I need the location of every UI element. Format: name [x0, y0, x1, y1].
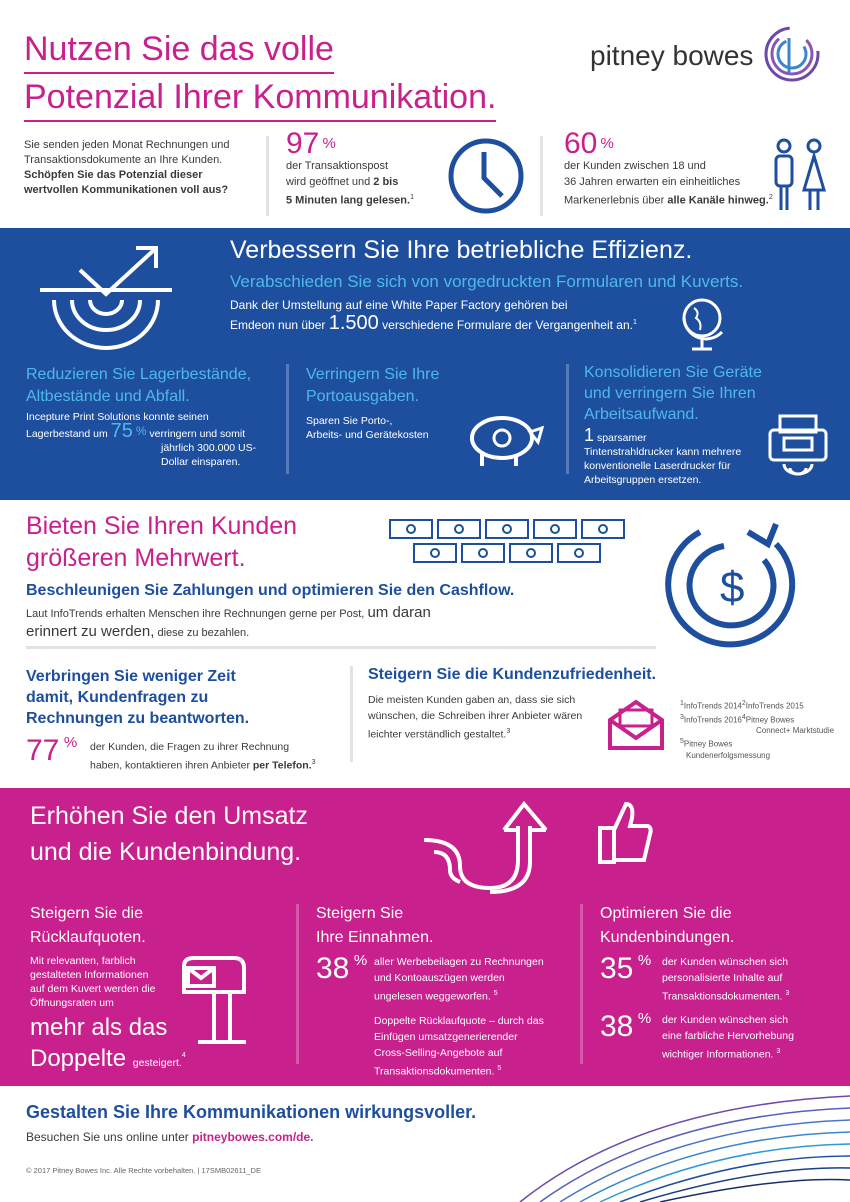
stat-35: 35 % — [600, 952, 652, 985]
stat-77: 77 % — [26, 734, 78, 767]
efficiency-col2-title: Verringern Sie Ihre Portoausgaben. — [306, 366, 440, 405]
piggy-bank-icon — [470, 416, 545, 466]
revenue-c2-text: aller Werbebeilagen zu Rechnungen und Ko… — [374, 956, 544, 1077]
revenue-c3-text2: der Kunden wünschen sich eine farbliche … — [662, 1014, 794, 1061]
divider — [286, 364, 289, 474]
divider — [566, 364, 569, 474]
title-line-2: Potenzial Ihrer Kommunikation. — [24, 74, 497, 122]
efficiency-col1-title: Reduzieren Sie Lagerbestände, Altbeständ… — [26, 366, 252, 405]
value-left-text: der Kunden, die Fragen zu ihrer Rechnung… — [90, 741, 316, 772]
target-arrow-icon — [40, 246, 172, 350]
revenue-c1-text: Mit relevanten, farblich gestalteten Inf… — [30, 955, 156, 1009]
divider — [266, 136, 269, 216]
value-right-text: Die meisten Kunden gaben an, dass sie si… — [368, 694, 583, 741]
value-right-title: Steigern Sie die Kundenzufriedenheit. — [368, 666, 657, 683]
printer-icon — [768, 414, 828, 476]
revenue-title: Erhöhen Sie den Umsatz und die Kundenbin… — [30, 802, 308, 866]
revenue-c3-text1: der Kunden wünschen sich personalisierte… — [662, 956, 790, 1003]
mailbox-icon — [182, 956, 246, 1044]
people-icon — [774, 138, 827, 210]
revenue-c1-big: mehr als das Doppelte gesteigert.4 — [30, 1014, 186, 1072]
efficiency-section — [0, 228, 850, 500]
globe-icon — [682, 298, 724, 351]
divider — [26, 646, 656, 649]
logo-text: pitney bowes — [590, 40, 754, 71]
title-line-1: Nutzen Sie das volle — [24, 26, 334, 74]
copyright: © 2017 Pitney Bowes Inc. Alle Rechte vor… — [26, 1166, 261, 1175]
divider — [540, 136, 543, 216]
efficiency-col3-title: Konsolidieren Sie Geräte und verringern … — [584, 364, 762, 423]
stat-60: 60 % der Kunden zwischen 18 und 36 Jahre… — [564, 127, 773, 207]
u-turn-arrow-icon — [423, 800, 548, 894]
svg-text:$: $ — [720, 563, 744, 612]
revenue-section — [0, 788, 850, 1086]
revenue-c1-title: Steigern Sie die Rücklaufquoten. — [30, 905, 146, 946]
divider — [350, 666, 353, 762]
wave-decoration — [519, 1095, 850, 1202]
efficiency-text: Dank der Umstellung auf eine White Paper… — [230, 298, 637, 334]
clock-icon — [448, 138, 524, 214]
efficiency-col2-text: Sparen Sie Porto-, Arbeits- und Geräteko… — [306, 415, 429, 441]
footer-visit: Besuchen Sie uns online unter pitneybowe… — [26, 1130, 314, 1144]
banknotes-icon — [389, 519, 625, 563]
revenue-c2-title: Steigern Sie Ihre Einnahmen. — [316, 905, 434, 946]
stat-97: 97 % der Transaktionspost wird geöffnet … — [286, 127, 414, 207]
value-text: Laut InfoTrends erhalten Menschen ihre R… — [26, 604, 431, 640]
value-title: Bieten Sie Ihren Kunden größeren Mehrwer… — [26, 512, 298, 572]
divider — [580, 904, 583, 1064]
stat-38-ads: 38 % — [316, 952, 368, 985]
value-left-title: Verbringen Sie weniger Zeit damit, Kunde… — [26, 668, 250, 727]
thumbs-up-icon — [598, 801, 653, 864]
envelope-icon — [608, 699, 664, 750]
value-subtitle: Beschleunigen Sie Zahlungen und optimier… — [26, 582, 515, 599]
footnotes: 1InfoTrends 20142InfoTrends 2015 3InfoTr… — [680, 700, 835, 760]
stat-38-color: 38 % — [600, 1010, 652, 1043]
intro-text: Sie senden jeden Monat Rechnungen und Tr… — [24, 139, 230, 196]
efficiency-title: Verbessern Sie Ihre betriebliche Effizie… — [230, 236, 693, 264]
page-title: Nutzen Sie das volle Potenzial Ihrer Kom… — [24, 26, 497, 122]
dollar-cycle-icon: $ — [665, 522, 796, 648]
efficiency-col1-text: Incepture Print Solutions konnte seinen … — [26, 411, 257, 468]
efficiency-col3-text: 1 sparsamer Tintenstrahldrucker kann meh… — [584, 425, 742, 486]
footer-title: Gestalten Sie Ihre Kommunikationen wirku… — [26, 1102, 477, 1122]
revenue-c3-title: Optimieren Sie die Kundenbindungen. — [600, 905, 735, 946]
efficiency-subtitle: Verabschieden Sie sich von vorgedruckten… — [230, 272, 744, 291]
website-link[interactable]: pitneybowes.com/de. — [192, 1130, 314, 1144]
divider — [296, 904, 299, 1064]
pitney-bowes-logo-icon — [764, 26, 820, 82]
